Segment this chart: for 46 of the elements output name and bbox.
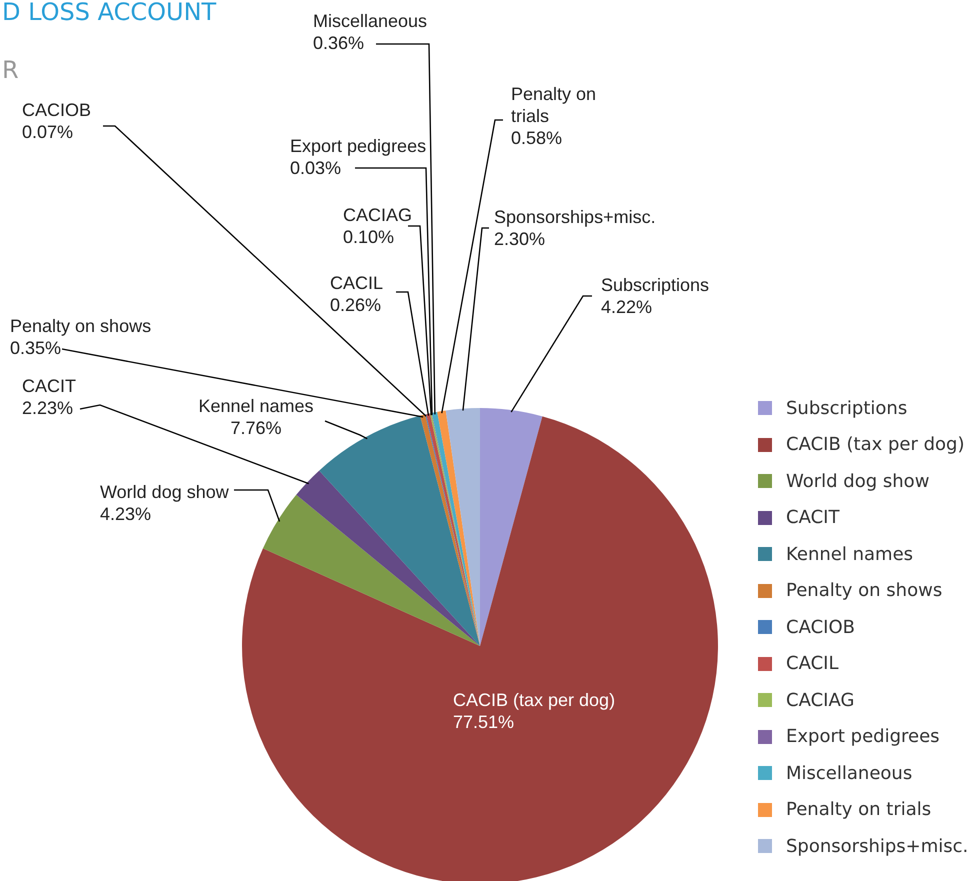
data-label: 4.22% [601, 297, 652, 317]
legend-label: World dog show [786, 470, 930, 492]
pie-slice [296, 470, 480, 646]
chart-title: D LOSS ACCOUNT [2, 0, 216, 26]
legend-label: Sponsorships+misc. [786, 836, 968, 857]
legend-label: Miscellaneous [786, 762, 912, 784]
legend-label: CACIAG [786, 690, 854, 711]
data-label: 77.51% [453, 712, 514, 732]
data-label: 0.10% [343, 227, 394, 247]
legend-label: CACIL [786, 653, 838, 674]
slice-label: Penalty on trials [511, 84, 596, 126]
data-label: 0.03% [290, 158, 342, 178]
legend-label: CACIOB [786, 616, 855, 638]
legend-label: CACIT [786, 507, 840, 528]
slice-label: Penalty on shows [10, 316, 152, 336]
data-label: 7.76% [230, 418, 282, 438]
slice-label: CACIAG [343, 205, 412, 225]
data-label: 0.26% [330, 295, 382, 315]
pie-slice [480, 408, 542, 646]
data-label: 2.30% [494, 229, 546, 249]
data-label: 0.58% [511, 128, 562, 148]
text: R [2, 56, 19, 84]
slice-label: CACIOB [22, 100, 92, 120]
slice-label: Miscellaneous [313, 11, 428, 31]
slice-label: Export pedigrees [290, 136, 426, 156]
legend-label: Penalty on shows [786, 580, 942, 602]
data-label: 2.23% [22, 398, 74, 418]
slice-label: World dog show [100, 482, 230, 502]
pie-slice [262, 494, 480, 646]
legend-label: Penalty on trials [786, 799, 932, 820]
slice-label: CACIB (tax per dog) [453, 690, 616, 710]
slice-label: Subscriptions [601, 275, 710, 295]
pie-slice [319, 416, 480, 646]
data-label: 0.36% [313, 33, 364, 53]
slice-label: CACIL [330, 273, 384, 293]
slice-label: Kennel names [198, 396, 314, 416]
legend-label: Export pedigrees [786, 726, 940, 748]
pie-slice [446, 408, 480, 646]
legend-label: CACIB (tax per dog) [786, 434, 965, 456]
data-label: 4.23% [100, 504, 152, 524]
legend-label: Subscriptions [786, 398, 908, 419]
legend-label: Kennel names [786, 544, 914, 565]
data-label: 0.35% [10, 338, 62, 358]
slice-label: CACIT [22, 376, 76, 396]
data-label: 0.07% [22, 122, 74, 142]
slice-label: Sponsorships+misc. [494, 207, 656, 227]
